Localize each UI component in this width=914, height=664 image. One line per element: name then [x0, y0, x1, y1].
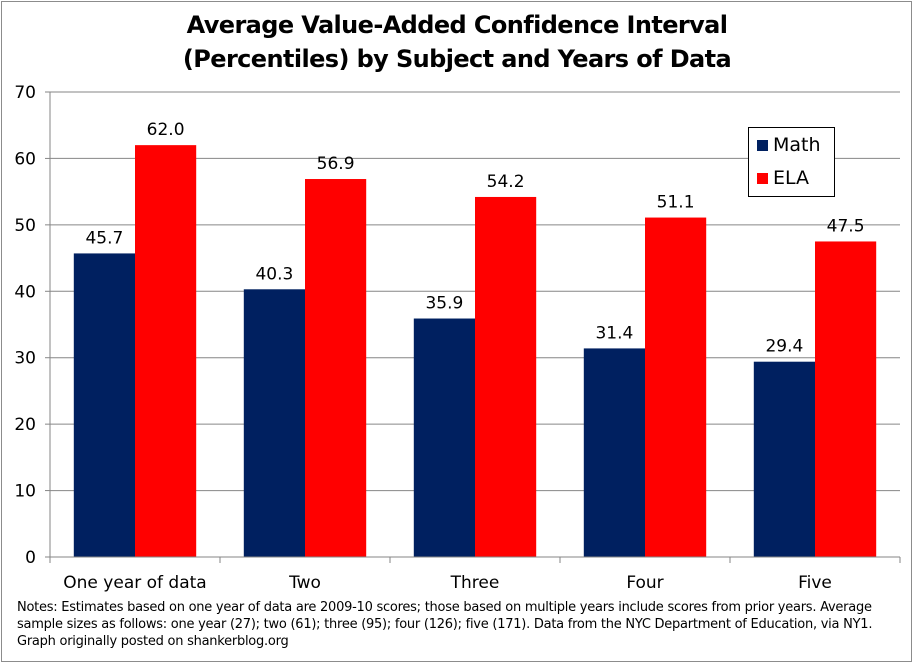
data-label-ela: 56.9 [317, 154, 355, 174]
bar-math [243, 289, 305, 557]
y-tick-label: 60 [14, 149, 36, 169]
data-label-math: 40.3 [255, 264, 293, 284]
y-tick-label: 70 [14, 83, 36, 103]
y-tick-label: 50 [14, 216, 36, 236]
bar-ela [645, 217, 707, 558]
data-label-ela: 54.2 [487, 172, 525, 192]
bar-ela [135, 145, 197, 557]
chart-notes: Notes: Estimates based on one year of da… [17, 600, 873, 649]
data-label-ela: 51.1 [657, 193, 695, 213]
x-tick-label: One year of data [63, 573, 206, 593]
chart-title: Average Value-Added Confidence Interval … [0, 8, 914, 76]
legend: Math ELA [748, 127, 835, 197]
bar-ela [305, 179, 367, 557]
legend-item-ela: ELA [757, 166, 809, 190]
axes [45, 91, 901, 563]
legend-item-math: Math [757, 133, 821, 157]
y-tick-label: 40 [14, 282, 36, 302]
x-tick-label: Five [798, 573, 832, 593]
bar-math [753, 361, 815, 557]
bar-ela [815, 241, 877, 557]
x-tick-label: Two [288, 573, 321, 593]
y-tick-label: 10 [14, 482, 36, 502]
bar-math [73, 253, 135, 557]
y-tick-label: 20 [14, 415, 36, 435]
data-label-math: 29.4 [765, 337, 803, 357]
data-label-math: 31.4 [595, 323, 633, 343]
y-tick-label: 30 [14, 349, 36, 369]
chart-title-line-2: (Percentiles) by Subject and Years of Da… [182, 45, 732, 73]
data-label-ela: 62.0 [147, 120, 185, 140]
y-tick-label: 0 [25, 548, 36, 568]
legend-swatch-math [757, 139, 768, 151]
chart-title-line-1: Average Value-Added Confidence Interval [186, 11, 728, 39]
data-label-ela: 47.5 [827, 216, 865, 236]
bar-math [413, 318, 475, 557]
x-tick-label: Three [450, 573, 500, 593]
legend-label-ela: ELA [773, 167, 810, 189]
labels: 0 10 20 30 40 50 60 70 45.7 62.0 One year of data 4… [14, 83, 864, 593]
data-label-math: 45.7 [85, 228, 123, 248]
bar-ela [475, 196, 537, 557]
data-label-math: 35.9 [425, 294, 463, 314]
bars [73, 145, 877, 558]
legend-label-math: Math [773, 134, 821, 156]
bar-math [583, 348, 645, 557]
legend-swatch-ela [757, 172, 768, 184]
x-tick-label: Four [626, 573, 663, 593]
